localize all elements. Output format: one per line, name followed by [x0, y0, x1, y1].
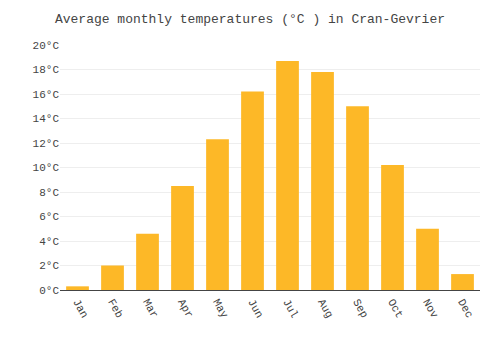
- svg-text:16°C: 16°C: [33, 89, 60, 101]
- svg-text:6°C: 6°C: [39, 211, 59, 223]
- svg-text:Jun: Jun: [245, 297, 265, 320]
- svg-text:Average monthly temperatures (: Average monthly temperatures (°C ) in Cr…: [55, 12, 445, 27]
- svg-text:Apr: Apr: [175, 297, 195, 320]
- svg-text:Jul: Jul: [280, 297, 300, 320]
- svg-text:2°C: 2°C: [39, 260, 59, 272]
- svg-text:Oct: Oct: [385, 297, 405, 320]
- svg-text:Dec: Dec: [455, 297, 475, 320]
- svg-text:20°C: 20°C: [33, 40, 60, 52]
- svg-text:8°C: 8°C: [39, 187, 59, 199]
- svg-text:Aug: Aug: [315, 297, 335, 320]
- svg-text:Nov: Nov: [420, 297, 440, 320]
- svg-text:Sep: Sep: [350, 297, 370, 320]
- svg-text:18°C: 18°C: [33, 64, 60, 76]
- svg-text:4°C: 4°C: [39, 236, 59, 248]
- svg-text:Jan: Jan: [70, 297, 90, 320]
- svg-text:Feb: Feb: [105, 297, 125, 320]
- svg-text:Mar: Mar: [140, 297, 160, 320]
- svg-text:14°C: 14°C: [33, 113, 60, 125]
- svg-text:0°C: 0°C: [39, 285, 59, 297]
- svg-text:May: May: [210, 297, 230, 320]
- svg-text:10°C: 10°C: [33, 162, 60, 174]
- svg-text:12°C: 12°C: [33, 138, 60, 150]
